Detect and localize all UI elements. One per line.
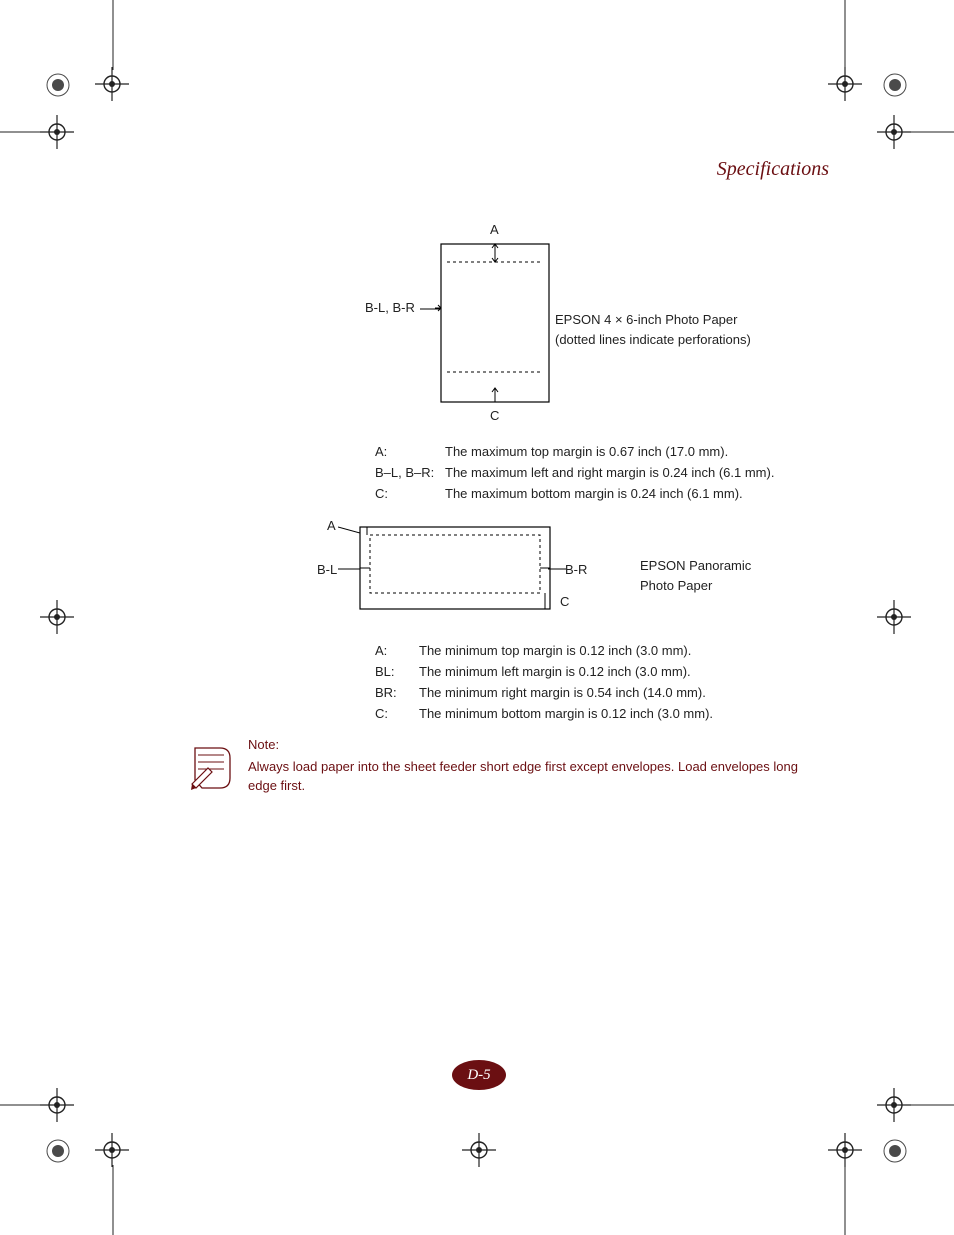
page-title: Specifications	[717, 158, 829, 181]
note-heading: Note:	[248, 735, 828, 755]
crop-line-icon	[0, 1104, 45, 1106]
margins1-key: C:	[375, 486, 445, 501]
leader-line-icon	[338, 525, 360, 535]
leader-line-icon	[420, 308, 440, 310]
diagram2-caption-l2: Photo Paper	[640, 576, 800, 596]
pencil-note-icon	[190, 740, 238, 797]
page-number: D-5	[467, 1067, 490, 1084]
crop-line-icon	[910, 131, 954, 133]
crop-line-icon	[112, 0, 114, 70]
register-target-icon	[877, 115, 911, 149]
diagram1-caption: EPSON 4 × 6-inch Photo Paper (dotted lin…	[555, 310, 775, 349]
diagram1-label-c: C	[490, 408, 499, 423]
register-target-icon	[828, 1133, 862, 1167]
register-rosette-icon	[45, 1138, 71, 1164]
margins2-val: The minimum bottom margin is 0.12 inch (…	[419, 706, 713, 721]
note-block: Note: Always load paper into the sheet f…	[248, 735, 828, 796]
diagram2-label-bl: B-L	[317, 562, 337, 577]
margins2-key: A:	[375, 643, 419, 658]
crop-line-icon	[844, 1165, 846, 1235]
diagram1-caption-l2: (dotted lines indicate perforations)	[555, 330, 775, 350]
margins1-key: A:	[375, 444, 445, 459]
page-number-badge: D-5	[452, 1060, 506, 1090]
leader-line-icon	[548, 568, 566, 570]
crop-line-icon	[112, 1165, 114, 1235]
register-target-icon	[462, 1133, 496, 1167]
margins2-key: BR:	[375, 685, 419, 700]
diagram1-caption-l1: EPSON 4 × 6-inch Photo Paper	[555, 310, 775, 330]
margins2-val: The minimum right margin is 0.54 inch (1…	[419, 685, 706, 700]
margins1-val: The maximum bottom margin is 0.24 inch (…	[445, 486, 743, 501]
diagram2-label-a: A	[327, 518, 336, 533]
register-target-icon	[877, 600, 911, 634]
diagram1-label-a: A	[490, 222, 499, 237]
leader-line-icon	[338, 568, 360, 570]
diagram2-caption: EPSON Panoramic Photo Paper	[640, 556, 800, 595]
register-rosette-icon	[882, 72, 908, 98]
margins2-list: A: The minimum top margin is 0.12 inch (…	[375, 643, 713, 727]
margins1-val: The maximum left and right margin is 0.2…	[445, 465, 774, 480]
diagram-4x6	[435, 238, 555, 408]
margins2-val: The minimum left margin is 0.12 inch (3.…	[419, 664, 691, 679]
margins2-row: C: The minimum bottom margin is 0.12 inc…	[375, 706, 713, 721]
register-rosette-icon	[882, 1138, 908, 1164]
register-target-icon	[40, 115, 74, 149]
diagram2-label-br: B-R	[565, 562, 587, 577]
margins2-row: A: The minimum top margin is 0.12 inch (…	[375, 643, 713, 658]
register-target-icon	[95, 67, 129, 101]
register-target-icon	[40, 1088, 74, 1122]
note-body: Always load paper into the sheet feeder …	[248, 757, 828, 796]
diagram2-label-c: C	[560, 594, 569, 609]
register-rosette-icon	[45, 72, 71, 98]
register-target-icon	[877, 1088, 911, 1122]
diagram2-caption-l1: EPSON Panoramic	[640, 556, 800, 576]
crop-line-icon	[910, 1104, 954, 1106]
crop-line-icon	[0, 131, 45, 133]
register-target-icon	[95, 1133, 129, 1167]
margins2-row: BR: The minimum right margin is 0.54 inc…	[375, 685, 713, 700]
margins1-val: The maximum top margin is 0.67 inch (17.…	[445, 444, 728, 459]
crop-line-icon	[844, 0, 846, 70]
margins2-key: C:	[375, 706, 419, 721]
margins2-val: The minimum top margin is 0.12 inch (3.0…	[419, 643, 691, 658]
diagram-panoramic	[355, 522, 555, 614]
diagram1-label-bl-br: B-L, B-R	[365, 300, 415, 315]
margins2-row: BL: The minimum left margin is 0.12 inch…	[375, 664, 713, 679]
register-target-icon	[828, 67, 862, 101]
register-target-icon	[40, 600, 74, 634]
margins1-row: A: The maximum top margin is 0.67 inch (…	[375, 444, 774, 459]
margins2-key: BL:	[375, 664, 419, 679]
margins1-list: A: The maximum top margin is 0.67 inch (…	[375, 444, 774, 507]
margins1-key: B–L, B–R:	[375, 465, 445, 480]
margins1-row: C: The maximum bottom margin is 0.24 inc…	[375, 486, 774, 501]
margins1-row: B–L, B–R: The maximum left and right mar…	[375, 465, 774, 480]
